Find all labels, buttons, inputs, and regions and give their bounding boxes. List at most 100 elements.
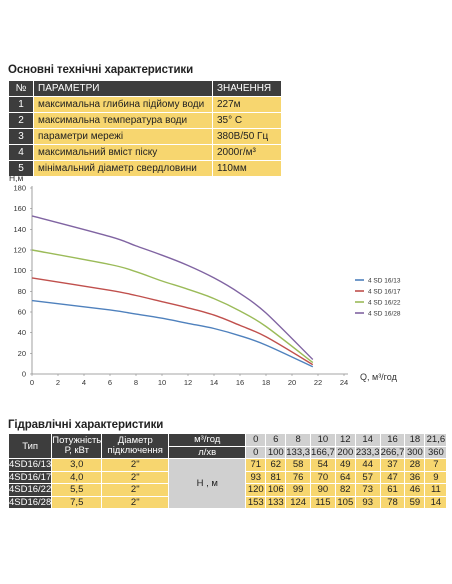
hyd-model-type: 4SD16/13 [7,458,53,472]
hyd-head-cell: 120 [245,483,267,497]
spec-header-value: ЗНАЧЕННЯ [212,80,282,97]
hyd-head-cell: 93 [354,495,381,509]
y-tick-label: 160 [13,204,26,213]
spec-row-value: 227м [212,96,282,113]
hydraulics-table: Тип Потужність Р, кВт Діаметр підключенн… [7,433,448,509]
hyd-head-cell: 57 [354,470,381,484]
hyd-head-cell: 14 [424,495,448,509]
x-tick-label: 2 [56,378,60,387]
hyd-head-cell: 153 [245,495,267,509]
hyd-head-cell: 62 [265,458,287,472]
hyd-head-cell: 44 [354,458,381,472]
y-tick-label: 20 [18,349,26,358]
hyd-flow-cell: 12 [334,433,356,447]
hyd-head-cell: 82 [334,483,356,497]
hyd-head-cell: 70 [310,470,336,484]
series-line-4-sd-16-22 [31,249,314,364]
spec-table: № ПАРАМЕТРИ ЗНАЧЕННЯ 1 максимальна глиби… [8,80,282,177]
series-line-4-sd-16-28 [31,215,314,360]
hyd-model-diameter: 2" [101,458,170,472]
hyd-head-cell: 81 [265,470,287,484]
spec-row-param: мінімальний діаметр свердловини [33,160,213,177]
hyd-flow-cell: 18 [404,433,426,447]
x-tick-label: 20 [288,378,296,387]
legend-label: 4 SD 16/28 [368,310,401,317]
x-tick-label: 6 [108,378,112,387]
spec-row-param: максимальна температура води [33,112,213,129]
y-tick-label: 0 [22,370,26,379]
spec-row-value: 380В/50 Гц [212,128,282,145]
spec-header-num: № [8,80,34,97]
hyd-model-power: 3,0 [51,458,103,472]
hyd-model-type: 4SD16/28 [7,495,53,509]
hyd-flow-cell: 16 [379,433,406,447]
hyd-head-cell: 58 [285,458,312,472]
spec-title: Основні технічні характеристики [8,64,194,76]
x-tick-label: 14 [210,378,218,387]
spec-header-row: № ПАРАМЕТРИ ЗНАЧЕННЯ [8,80,282,97]
x-tick-label: 4 [82,378,86,387]
hyd-flow-lmin-cell: 200 [334,445,356,459]
hyd-flow-lmin-cell: 0 [245,445,267,459]
hyd-head-label: Н , м [168,458,247,509]
x-tick-label: 22 [314,378,322,387]
chart-series [31,215,314,368]
spec-row-param: параметри мережі [33,128,213,145]
hyd-head-cell: 78 [379,495,406,509]
hyd-header-diameter: Діаметр підключення [101,433,170,459]
hyd-head-cell: 49 [334,458,356,472]
hyd-head-cell: 64 [334,470,356,484]
hyd-model-row: 4SD16/13 3,0 2" Н , м 71 62 58 54 49 44 … [7,458,448,509]
hyd-model-row: 4SD16/17 4,0 2" 93 81 76 70 64 57 47 36 … [7,470,448,484]
spec-row: 5 мінімальний діаметр свердловини 110мм [8,160,282,177]
hyd-head-cell: 71 [245,458,267,472]
x-tick-label: 16 [236,378,244,387]
hyd-flow-lmin-cell: 166,7 [310,445,336,459]
hyd-head-cell: 59 [404,495,426,509]
spec-row: 2 максимальна температура води 35° С [8,112,282,129]
hyd-head-cell: 61 [379,483,406,497]
x-tick-label: 10 [158,378,166,387]
hyd-head-cell: 105 [334,495,356,509]
hyd-head-cell: 133 [265,495,287,509]
hyd-flow-lmin-cell: 100 [265,445,287,459]
y-tick-label: 120 [13,246,26,255]
spec-row-num: 4 [8,144,34,161]
spec-row: 1 максимальна глибина підйому води 227м [8,96,282,113]
spec-header-param: ПАРАМЕТРИ [33,80,213,97]
hyd-head-cell: 73 [354,483,381,497]
spec-row-value: 2000г/м³ [212,144,282,161]
spec-row-num: 1 [8,96,34,113]
y-tick-label: 80 [18,287,26,296]
hyd-head-cell: 106 [265,483,287,497]
hyd-flow-lmin-cell: 233,3 [354,445,381,459]
x-tick-label: 12 [184,378,192,387]
legend-label: 4 SD 16/17 [368,288,401,295]
x-axis-title: Q, м³/год [360,372,398,382]
hyd-model-power: 5,5 [51,483,103,497]
hyd-head-cell: 28 [404,458,426,472]
hyd-model-power: 4,0 [51,470,103,484]
y-tick-label: 60 [18,308,26,317]
hydraulics-title: Гідравлічні характеристики [8,419,164,431]
hyd-model-row: 4SD16/28 7,5 2" 153 133 124 115 105 93 7… [7,495,448,509]
hyd-head-cell: 115 [310,495,336,509]
legend-label: 4 SD 16/22 [368,299,401,306]
hyd-model-type: 4SD16/17 [7,470,53,484]
hyd-flow-lmin-cell: 360 [424,445,448,459]
y-axis-title: Н,м [9,173,24,183]
hyd-head-cell: 7 [424,458,448,472]
spec-row-value: 110мм [212,160,282,177]
hyd-head-cell: 36 [404,470,426,484]
hyd-model-row: 4SD16/22 5,5 2" 120 106 99 90 82 73 61 4… [7,483,448,497]
hyd-head-cell: 54 [310,458,336,472]
legend-label: 4 SD 16/13 [368,277,401,284]
hyd-head-cell: 11 [424,483,448,497]
hyd-head-cell: 93 [245,470,267,484]
hyd-model-power: 7,5 [51,495,103,509]
hyd-header-m3h: м³/год [168,433,247,447]
hyd-head-cell: 76 [285,470,312,484]
hyd-head-cell: 99 [285,483,312,497]
hyd-head-cell: 90 [310,483,336,497]
spec-row: 4 максимальний вміст піску 2000г/м³ [8,144,282,161]
